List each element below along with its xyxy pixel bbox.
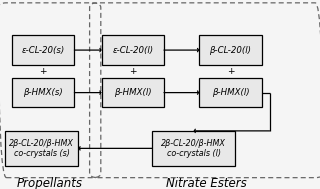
FancyBboxPatch shape	[102, 78, 164, 107]
Text: ε-CL-20(s): ε-CL-20(s)	[21, 46, 65, 55]
FancyBboxPatch shape	[199, 36, 261, 65]
Text: +: +	[39, 67, 47, 76]
FancyBboxPatch shape	[12, 36, 75, 65]
Text: Nitrate Esters: Nitrate Esters	[166, 177, 247, 189]
Text: β-HMX(l): β-HMX(l)	[114, 88, 152, 97]
Text: +: +	[129, 67, 137, 76]
FancyBboxPatch shape	[102, 36, 164, 65]
FancyBboxPatch shape	[152, 131, 235, 166]
Text: β-HMX(s): β-HMX(s)	[23, 88, 63, 97]
FancyBboxPatch shape	[12, 78, 75, 107]
FancyBboxPatch shape	[5, 131, 78, 166]
FancyBboxPatch shape	[199, 78, 261, 107]
Text: ε-CL-20(l): ε-CL-20(l)	[112, 46, 153, 55]
Text: β-HMX(l): β-HMX(l)	[212, 88, 249, 97]
Text: +: +	[227, 67, 234, 76]
Text: Propellants: Propellants	[17, 177, 83, 189]
Text: 2β-CL-20/β-HMX
co-crystals (s): 2β-CL-20/β-HMX co-crystals (s)	[9, 139, 74, 158]
Text: 2β-CL-20/β-HMX
co-crystals (l): 2β-CL-20/β-HMX co-crystals (l)	[161, 139, 226, 158]
Text: β-CL-20(l): β-CL-20(l)	[209, 46, 252, 55]
